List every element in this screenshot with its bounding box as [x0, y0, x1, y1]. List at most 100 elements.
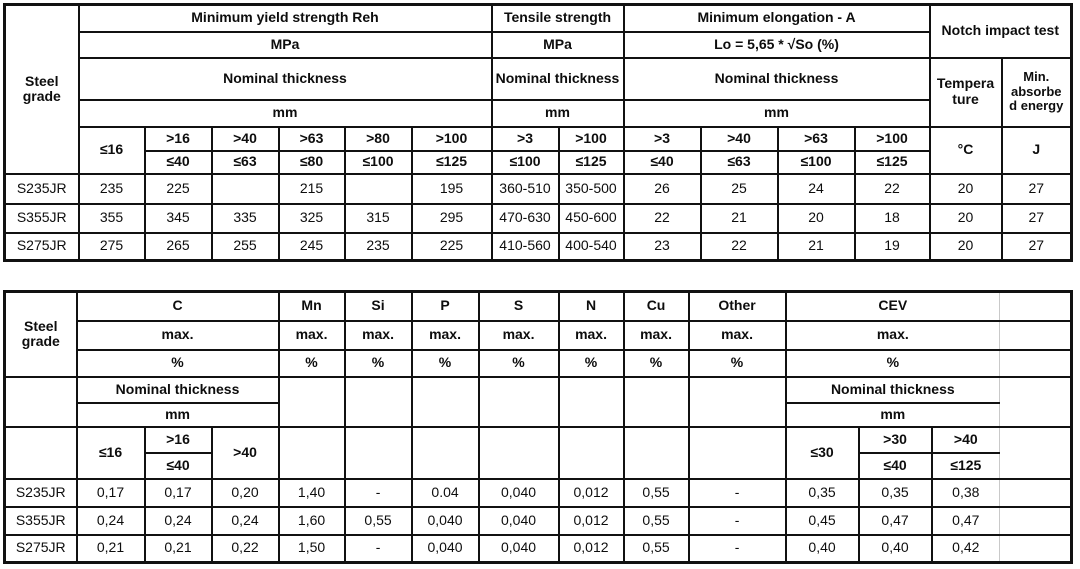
value-cell: - — [687, 505, 787, 536]
thickness-range: >40 — [930, 425, 1001, 454]
value-cell: 19 — [853, 231, 931, 262]
value-cell: 23 — [622, 231, 702, 262]
grade-cell: S275JR — [3, 533, 78, 564]
table-row: S275JR 275 265 255 245 235 225 410-560 4… — [3, 231, 1073, 262]
thickness-range: ≤63 — [699, 149, 779, 175]
min-absorbed-energy-header: Min. absorbe d energy — [1000, 56, 1073, 128]
elongation-header: Minimum elongation - A — [622, 3, 931, 33]
value-cell: 0,21 — [143, 533, 213, 564]
value-cell: 1,50 — [277, 533, 346, 564]
value-cell: 0,040 — [410, 533, 480, 564]
thickness-range: ≤125 — [410, 149, 493, 175]
value-cell: 325 — [277, 202, 346, 234]
label-line: Min. — [1023, 69, 1050, 85]
tensile-strength-header: Tensile strength — [490, 3, 625, 33]
label-line: ture — [952, 91, 979, 107]
value-cell: 20 — [776, 202, 856, 234]
empty-cell — [477, 425, 560, 480]
value-cell: 450-600 — [557, 202, 625, 234]
notch-impact-header: Notch impact test — [928, 3, 1073, 59]
empty-cell — [999, 348, 1073, 378]
max-label: max. — [557, 319, 625, 351]
value-cell: 0,55 — [622, 477, 690, 508]
empty-cell — [3, 375, 78, 428]
elongation-mm: mm — [622, 98, 931, 128]
value-cell: - — [343, 533, 413, 564]
element-si-header: Si — [343, 290, 413, 322]
value-cell: 265 — [143, 231, 213, 262]
yield-mm: mm — [77, 98, 493, 128]
percent-label: % — [343, 348, 413, 378]
value-cell: 335 — [210, 202, 280, 234]
thickness-range: ≤40 — [857, 451, 933, 480]
thickness-range: >40 — [210, 125, 280, 152]
value-cell: 27 — [1000, 202, 1073, 234]
thickness-range: ≤16 — [77, 125, 146, 175]
empty-cell — [277, 425, 346, 480]
value-cell: 0,35 — [857, 477, 933, 508]
empty-cell — [557, 375, 625, 428]
nominal-thickness-row: Nominal thickness Nominal thickness Nomi… — [5, 56, 1073, 128]
energy-unit: J — [1000, 125, 1073, 175]
elongation-formula: Lo = 5,65 * √So (%) — [622, 30, 931, 59]
max-label: max. — [410, 319, 480, 351]
empty-cell — [557, 425, 625, 480]
value-cell: 225 — [143, 172, 213, 205]
value-cell: 470-630 — [490, 202, 560, 234]
max-label: max. — [277, 319, 346, 351]
percent-label: % — [557, 348, 625, 378]
grade-cell: S355JR — [3, 505, 78, 536]
empty-cell — [622, 425, 690, 480]
table-mechanical-properties: Steel grade Minimum yield strength Reh T… — [3, 3, 1074, 262]
value-cell: 20 — [928, 172, 1003, 205]
thickness-range: ≤100 — [776, 149, 856, 175]
empty-cell — [687, 375, 787, 428]
value-cell: 0,20 — [210, 477, 280, 508]
value-cell: 27 — [1000, 172, 1073, 205]
element-cu-header: Cu — [622, 290, 690, 322]
thickness-range: >16 — [143, 125, 213, 152]
value-cell: 235 — [343, 231, 413, 262]
value-cell: 195 — [410, 172, 493, 205]
max-row: max. max. max. max. max. max. max. max. … — [5, 319, 1073, 351]
elongation-nominal-thickness: Nominal thickness — [622, 56, 931, 101]
element-other-header: Other — [687, 290, 787, 322]
grade-cell: S235JR — [3, 172, 80, 205]
range-upper-row: ≤16 >16 >40 ≤30 >30 >40 — [3, 425, 1073, 480]
value-cell: 245 — [277, 231, 346, 262]
c-nominal-thickness: Nominal thickness — [75, 375, 280, 404]
empty-cell — [999, 319, 1073, 351]
value-cell: 0,17 — [143, 477, 213, 508]
thickness-range: ≤125 — [930, 451, 1001, 480]
tensile-nominal-thickness: Nominal thickness — [490, 56, 625, 101]
empty-cell — [477, 375, 560, 428]
value-cell: 410-560 — [490, 231, 560, 262]
table-row: S235JR 0,17 0,17 0,20 1,40 - 0.04 0,040 … — [3, 477, 1073, 508]
empty-cell — [410, 425, 480, 480]
max-label: max. — [784, 319, 1001, 351]
empty-cell — [999, 290, 1073, 322]
empty-cell — [277, 375, 346, 428]
range-upper-row: ≤16 >16 >40 >63 >80 >100 >3 >100 >3 >40 … — [5, 125, 1073, 175]
value-cell: 1,60 — [277, 505, 346, 536]
value-cell: 0,55 — [622, 533, 690, 564]
thickness-range: >40 — [210, 425, 280, 480]
table-row: S355JR 0,24 0,24 0,24 1,60 0,55 0,040 0,… — [3, 505, 1073, 536]
thickness-range: ≤100 — [343, 149, 413, 175]
value-cell — [210, 172, 280, 205]
value-cell: 0,012 — [557, 505, 625, 536]
thickness-range: ≤125 — [557, 149, 625, 175]
element-mn-header: Mn — [277, 290, 346, 322]
empty-cell — [410, 375, 480, 428]
empty-cell — [343, 425, 413, 480]
value-cell: 0,40 — [784, 533, 860, 564]
header-row: Steel grade Minimum yield strength Reh T… — [3, 3, 1073, 175]
percent-row: % % % % % % % % % — [5, 348, 1073, 378]
grade-cell: S235JR — [3, 477, 78, 508]
c-mm: mm — [75, 401, 280, 428]
range-lower-row: ≤40 ≤40 ≤125 — [5, 451, 1072, 480]
value-cell: 0,17 — [75, 477, 146, 508]
percent-label: % — [410, 348, 480, 378]
value-cell: 255 — [210, 231, 280, 262]
empty-cell — [999, 375, 1073, 428]
